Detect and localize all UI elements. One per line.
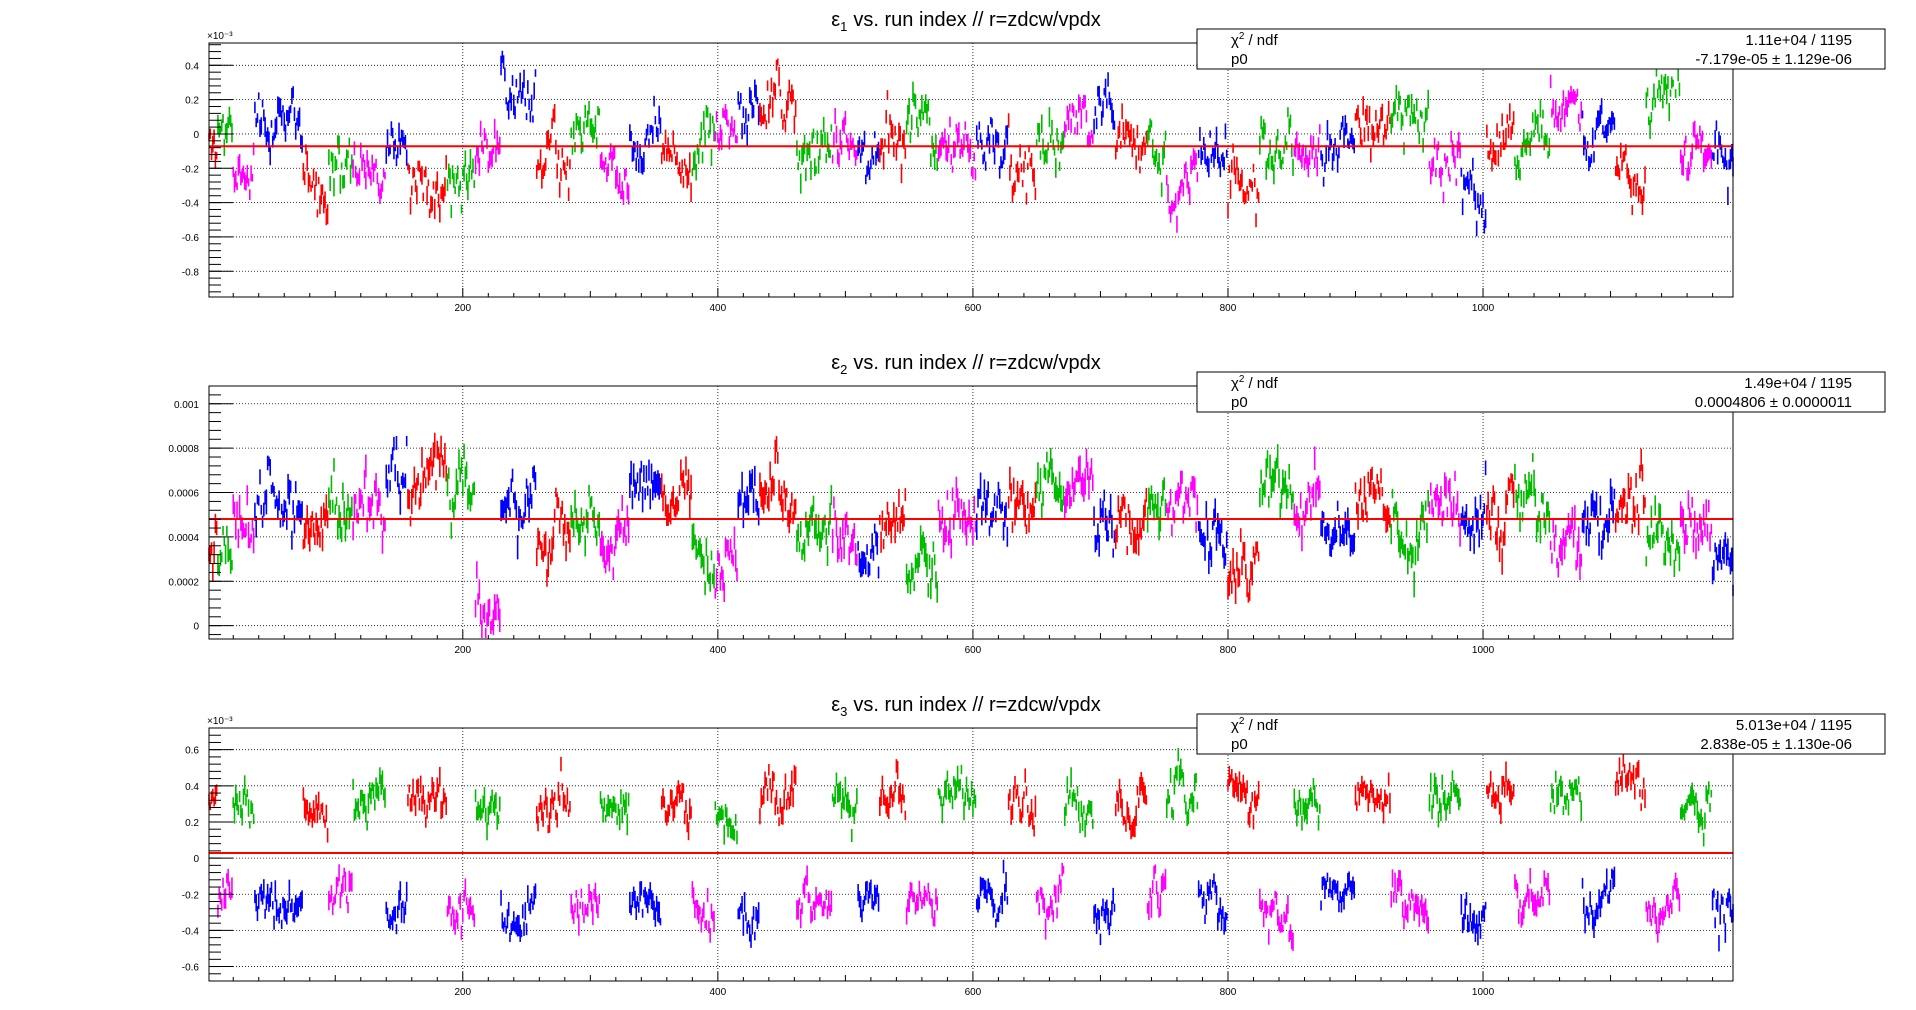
x-tick-label: 800	[1220, 645, 1237, 656]
stats-p0-value: 2.838e-05 ± 1.130e-06	[1700, 736, 1852, 753]
y-tick-label: 0	[193, 854, 199, 865]
axes: 200 400 600 800 1000 0.001 0.0008 0.0006 0.0004 0…	[168, 385, 1714, 656]
y-tick-label: 0.0002	[168, 577, 199, 588]
x-tick-label: 1000	[1472, 987, 1495, 998]
data-points	[208, 747, 1734, 952]
stats-box: χ2/ ndf 5.013e+04 / 1195 p0 2.838e-05 ± …	[1196, 713, 1886, 755]
stats-chi2-value: 1.49e+04 / 1195	[1744, 375, 1852, 392]
y-tick-label: -0.2	[182, 890, 200, 901]
axes: 200 400 600 800 1000 0.4 0.2 0 -0.2 -0.4 -0.6 -0.8	[182, 44, 1714, 314]
y-multiplier: ×10⁻³	[207, 716, 233, 727]
stats-p0-label: p0	[1231, 736, 1248, 753]
x-tick-label: 400	[710, 303, 727, 314]
stats-p0-value: -7.179e-05 ± 1.129e-06	[1695, 51, 1852, 68]
plot-frame	[208, 42, 1734, 298]
stats-chi2-value: 5.013e+04 / 1195	[1736, 717, 1852, 734]
x-tick-label: 1000	[1472, 303, 1495, 314]
y-tick-label: -0.6	[182, 233, 200, 244]
stats-box: χ2/ ndf 1.11e+04 / 1195 p0 -7.179e-05 ± …	[1196, 28, 1886, 70]
y-tick-label: 0.4	[185, 61, 199, 72]
panel-title: ε1 vs. run index // r=zdcw/vpdx	[831, 9, 1100, 34]
y-tick-label: -0.4	[182, 199, 200, 210]
x-tick-label: 200	[454, 303, 471, 314]
stats-p0-label: p0	[1231, 51, 1248, 68]
grid	[209, 386, 1733, 639]
x-tick-label: 800	[1220, 987, 1237, 998]
data-points	[208, 432, 1734, 638]
y-tick-label: 0	[193, 622, 199, 633]
x-tick-label: 600	[965, 303, 982, 314]
x-tick-label: 1000	[1472, 645, 1495, 656]
y-tick-label: -0.2	[182, 164, 200, 175]
y-multiplier: ×10⁻³	[207, 31, 233, 42]
y-tick-label: 0.4	[185, 782, 199, 793]
x-tick-label: 400	[710, 987, 727, 998]
panel-epsilon-2: ε2 vs. run index // r=zdcw/vpdx 200 400 600…	[168, 352, 1886, 656]
y-tick-label: 0.0008	[168, 444, 199, 455]
panel-title: ε2 vs. run index // r=zdcw/vpdx	[831, 352, 1100, 377]
x-tick-label: 600	[965, 987, 982, 998]
stats-box-frame	[1196, 371, 1886, 413]
x-tick-label: 600	[965, 645, 982, 656]
y-tick-label: -0.6	[182, 963, 200, 974]
data-points	[208, 44, 1734, 237]
y-tick-label: 0.0006	[168, 489, 199, 500]
x-tick-label: 400	[710, 645, 727, 656]
x-tick-label: 800	[1220, 303, 1237, 314]
grid	[209, 728, 1733, 981]
stats-chi2-value: 1.11e+04 / 1195	[1745, 32, 1852, 49]
stats-box-frame	[1196, 713, 1886, 755]
y-tick-label: 0.2	[185, 818, 199, 829]
x-tick-label: 200	[454, 987, 471, 998]
panel-title: ε3 vs. run index // r=zdcw/vpdx	[831, 694, 1100, 719]
stats-chi2-label: χ2/ ndf	[1231, 31, 1278, 49]
y-tick-label: -0.8	[182, 267, 200, 278]
y-tick-label: 0.0004	[168, 533, 199, 544]
x-tick-label: 200	[454, 645, 471, 656]
stats-chi2-label: χ2/ ndf	[1231, 374, 1278, 392]
stats-box-frame	[1196, 28, 1886, 70]
y-tick-label: -0.4	[182, 926, 200, 937]
plot-frame	[208, 727, 1734, 982]
axes: 200 400 600 800 1000 0.6 0.4 0.2 0 -0.2 -0.4 -0.6	[182, 727, 1714, 998]
y-tick-label: 0.001	[174, 400, 199, 411]
panel-epsilon-3: ε3 vs. run index // r=zdcw/vpdx ×10⁻³ 200…	[182, 694, 1886, 998]
stats-chi2-label: χ2/ ndf	[1231, 716, 1278, 734]
plot-frame	[208, 385, 1734, 640]
y-tick-label: 0	[193, 130, 199, 141]
stats-box: χ2/ ndf 1.49e+04 / 1195 p0 0.0004806 ± 0…	[1196, 371, 1886, 413]
y-tick-label: 0.6	[185, 746, 199, 757]
stats-p0-label: p0	[1231, 394, 1248, 411]
stats-p0-value: 0.0004806 ± 0.0000011	[1695, 394, 1852, 411]
panel-epsilon-1: ε1 vs. run index // r=zdcw/vpdx ×10⁻³ 200…	[182, 9, 1886, 314]
y-tick-label: 0.2	[185, 96, 199, 107]
